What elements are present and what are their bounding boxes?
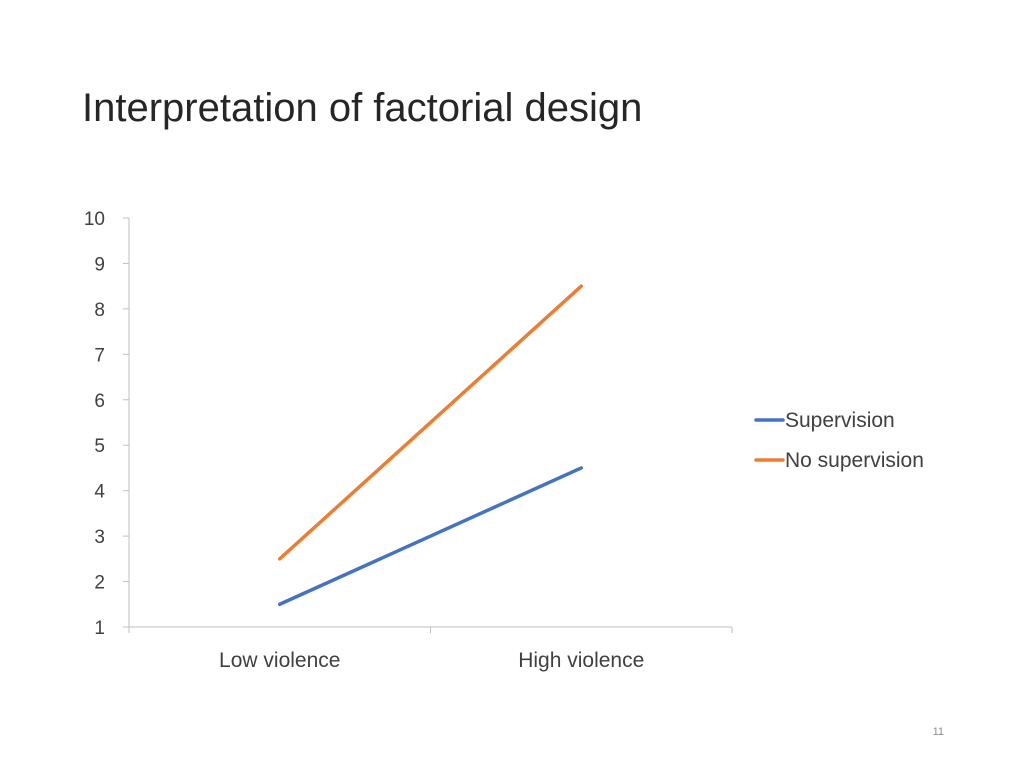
y-tick-label: 10 bbox=[84, 209, 105, 230]
series-line-supervision bbox=[278, 466, 583, 607]
y-tick-label: 5 bbox=[94, 436, 105, 457]
y-tick-label: 6 bbox=[94, 391, 105, 412]
legend-label: Supervision bbox=[785, 409, 895, 432]
y-tick-label: 8 bbox=[94, 300, 105, 321]
y-tick-label: 4 bbox=[94, 482, 105, 503]
x-tick-label: High violence bbox=[518, 649, 644, 672]
y-tick-label: 1 bbox=[94, 618, 105, 639]
series-line-no-supervision bbox=[278, 284, 583, 561]
y-tick-label: 3 bbox=[94, 527, 105, 548]
slide-title: Interpretation of factorial design bbox=[82, 86, 643, 130]
x-tick-label: Low violence bbox=[219, 649, 340, 672]
y-tick-label: 9 bbox=[94, 254, 105, 275]
legend-label: No supervision bbox=[785, 449, 924, 472]
y-tick-label: 7 bbox=[94, 345, 105, 366]
y-tick-label: 2 bbox=[94, 573, 105, 594]
slide-number: 11 bbox=[932, 726, 944, 738]
